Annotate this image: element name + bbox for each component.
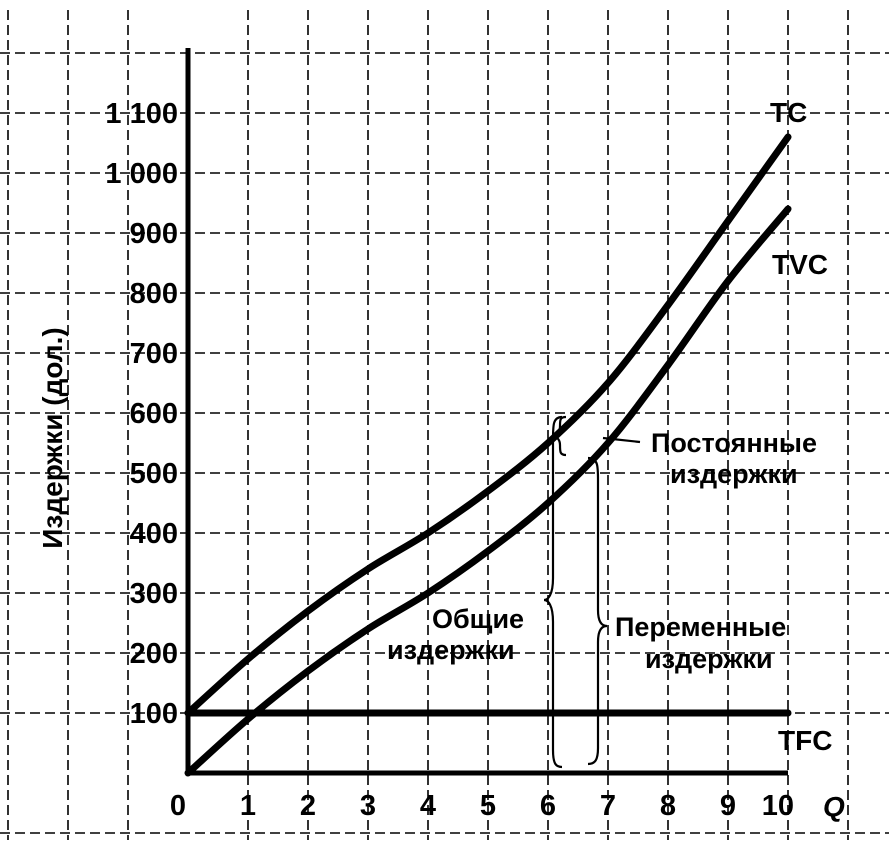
y-tick-label: 200 [130, 638, 178, 670]
series-line-tc [184, 133, 792, 717]
axes [185, 48, 788, 776]
y-tick-label: 800 [130, 278, 178, 310]
variable-costs-label-line-2: издержки [645, 644, 773, 674]
series-line-tvc [184, 205, 792, 777]
fixed-costs-label-line-2: издержки [670, 459, 798, 489]
x-tick-label: 3 [360, 790, 376, 822]
fixed-costs-label-line-1: Постоянные [651, 428, 817, 458]
y-tick-label: 700 [130, 338, 178, 370]
x-tick-label: 6 [540, 790, 556, 822]
grid [0, 10, 889, 840]
series-group: TC TVC TFC [184, 97, 832, 777]
series-label-tfc: TFC [778, 725, 832, 756]
tick-labels: 0 1 2 3 4 5 6 7 8 9 10 100 200 300 400 500 600 700 800 900 1… [105, 98, 794, 822]
series-label-tc: TC [770, 97, 807, 128]
x-tick-label: 0 [170, 790, 186, 822]
y-axis-title: Издержки (дол.) [37, 327, 68, 548]
variable-costs-label-line-1: Переменные [615, 612, 786, 642]
y-tick-label: 100 [130, 698, 178, 730]
brace-variable-costs [587, 456, 608, 766]
y-tick-label: 600 [130, 398, 178, 430]
x-tick-label: 9 [720, 790, 736, 822]
y-tick-label: 400 [130, 518, 178, 550]
total-costs-label-line-1: Общие [432, 604, 524, 634]
x-tick-label: 1 [240, 790, 256, 822]
x-tick-label: 10 [762, 790, 794, 822]
x-axis-title: Q [823, 791, 845, 822]
x-tick-label: 2 [300, 790, 316, 822]
y-tick-label: 1 100 [105, 98, 178, 130]
leader-fixed-costs [602, 436, 641, 444]
total-costs-label-line-2: издержки [387, 635, 515, 665]
series-label-tvc: TVC [772, 249, 828, 280]
brace-total-costs [543, 415, 563, 769]
x-tick-label: 5 [480, 790, 496, 822]
y-tick-label: 1 000 [105, 158, 178, 190]
brace-annotations [543, 415, 641, 769]
x-tick-label: 7 [600, 790, 616, 822]
x-tick-label: 8 [660, 790, 676, 822]
y-tick-label: 300 [130, 578, 178, 610]
x-tick-label: 4 [420, 790, 436, 822]
y-tick-label: 900 [130, 218, 178, 250]
y-tick-label: 500 [130, 458, 178, 490]
